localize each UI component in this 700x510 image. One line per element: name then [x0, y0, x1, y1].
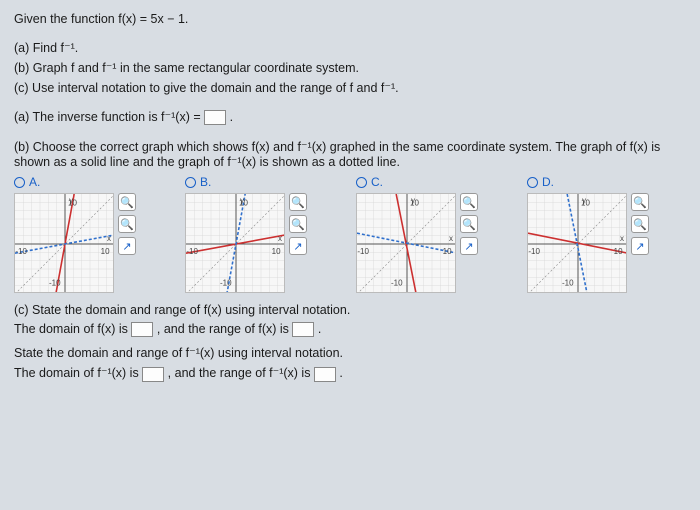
popout-icon[interactable]: ↗ — [460, 237, 478, 255]
zoom-reset-icon[interactable]: 🔍 — [631, 215, 649, 233]
radio-icon[interactable] — [527, 177, 538, 188]
answer-a-suffix: . — [230, 110, 233, 124]
svg-text:y: y — [411, 196, 415, 205]
part-a: (a) Find f⁻¹. — [14, 40, 686, 55]
c-finv-domain-pre: The domain of f⁻¹(x) is — [14, 366, 142, 380]
svg-text:10: 10 — [614, 247, 623, 256]
svg-text:-10: -10 — [562, 279, 574, 288]
answer-a-row: (a) The inverse function is f⁻¹(x) = . — [14, 109, 686, 125]
popout-icon[interactable]: ↗ — [289, 237, 307, 255]
popout-icon[interactable]: ↗ — [631, 237, 649, 255]
graph-a[interactable]: 10-1010-10xy — [14, 193, 114, 293]
radio-icon[interactable] — [356, 177, 367, 188]
svg-text:y: y — [582, 196, 586, 205]
svg-text:x: x — [278, 234, 282, 243]
part-c: (c) Use interval notation to give the do… — [14, 80, 686, 95]
period1: . — [318, 322, 321, 336]
svg-text:10: 10 — [272, 247, 281, 256]
graph-d[interactable]: 10-1010-10xy — [527, 193, 627, 293]
option-d[interactable]: D.10-1010-10xy🔍🔍↗ — [527, 175, 686, 293]
zoom-in-icon[interactable]: 🔍 — [118, 193, 136, 211]
zoom-reset-icon[interactable]: 🔍 — [118, 215, 136, 233]
option-letter: C. — [371, 175, 383, 189]
graph-c[interactable]: 10-1010-10xy — [356, 193, 456, 293]
svg-text:y: y — [240, 196, 244, 205]
answer-b-text: (b) Choose the correct graph which shows… — [14, 139, 686, 169]
svg-text:10: 10 — [101, 247, 110, 256]
svg-text:y: y — [69, 196, 73, 205]
answer-a-prefix: (a) The inverse function is f⁻¹(x) = — [14, 110, 204, 124]
c-f-row: The domain of f(x) is , and the range of… — [14, 322, 686, 337]
svg-text:-10: -10 — [186, 247, 198, 256]
c-finv-domain-mid: and the range of f⁻¹(x) is — [175, 366, 314, 380]
svg-text:-10: -10 — [49, 279, 61, 288]
option-label: B. — [185, 175, 344, 189]
svg-text:x: x — [449, 234, 453, 243]
radio-icon[interactable] — [185, 177, 196, 188]
svg-text:-10: -10 — [15, 247, 27, 256]
option-label: A. — [14, 175, 173, 189]
option-letter: A. — [29, 175, 40, 189]
svg-text:x: x — [620, 234, 624, 243]
finv-range-input[interactable] — [314, 367, 336, 382]
option-letter: B. — [200, 175, 211, 189]
option-letter: D. — [542, 175, 554, 189]
c-finv-heading: State the domain and range of f⁻¹(x) usi… — [14, 345, 686, 360]
zoom-reset-icon[interactable]: 🔍 — [289, 215, 307, 233]
option-c[interactable]: C.10-1010-10xy🔍🔍↗ — [356, 175, 515, 293]
c-f-domain-pre: The domain of f(x) is — [14, 322, 131, 336]
options-row: A.10-1010-10xy🔍🔍↗B.10-1010-10xy🔍🔍↗C.10-1… — [14, 175, 686, 293]
zoom-reset-icon[interactable]: 🔍 — [460, 215, 478, 233]
graph-b[interactable]: 10-1010-10xy — [185, 193, 285, 293]
svg-text:-10: -10 — [528, 247, 540, 256]
svg-text:-10: -10 — [357, 247, 369, 256]
f-domain-input[interactable] — [131, 322, 153, 337]
zoom-in-icon[interactable]: 🔍 — [460, 193, 478, 211]
part-b: (b) Graph f and f⁻¹ in the same rectangu… — [14, 60, 686, 75]
answer-a-input[interactable] — [204, 110, 226, 125]
option-label: C. — [356, 175, 515, 189]
period2: . — [339, 366, 342, 380]
svg-text:-10: -10 — [391, 279, 403, 288]
c-finv-row: The domain of f⁻¹(x) is , and the range … — [14, 365, 686, 381]
finv-domain-input[interactable] — [142, 367, 164, 382]
c-f-domain-mid: and the range of f(x) is — [164, 322, 293, 336]
radio-icon[interactable] — [14, 177, 25, 188]
svg-text:10: 10 — [443, 247, 452, 256]
given-text: Given the function f(x) = 5x − 1. — [14, 12, 686, 26]
option-label: D. — [527, 175, 686, 189]
svg-text:-10: -10 — [220, 279, 232, 288]
f-range-input[interactable] — [292, 322, 314, 337]
comma1: , — [157, 322, 160, 336]
svg-text:x: x — [107, 234, 111, 243]
zoom-in-icon[interactable]: 🔍 — [631, 193, 649, 211]
part-c-heading: (c) State the domain and range of f(x) u… — [14, 303, 686, 317]
comma2: , — [168, 366, 171, 380]
option-b[interactable]: B.10-1010-10xy🔍🔍↗ — [185, 175, 344, 293]
zoom-in-icon[interactable]: 🔍 — [289, 193, 307, 211]
option-a[interactable]: A.10-1010-10xy🔍🔍↗ — [14, 175, 173, 293]
popout-icon[interactable]: ↗ — [118, 237, 136, 255]
